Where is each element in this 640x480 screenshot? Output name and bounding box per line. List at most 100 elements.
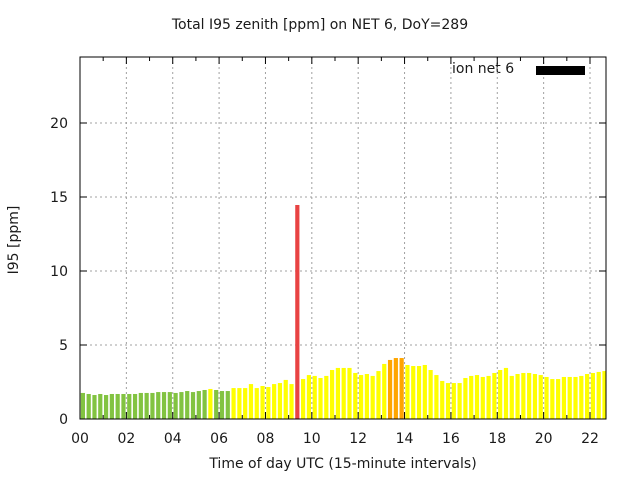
bar xyxy=(561,376,567,419)
bar xyxy=(387,359,393,419)
x-tick-label: 22 xyxy=(581,431,599,447)
bar xyxy=(527,372,532,419)
y-tick-label: 0 xyxy=(59,412,68,428)
bar xyxy=(376,371,381,419)
bar xyxy=(272,384,277,419)
x-ticks: 00 02 04 06 08 10 12 14 16 18 20 22 xyxy=(71,57,599,447)
bar xyxy=(243,388,248,419)
x-tick-label: 14 xyxy=(396,431,414,447)
bar xyxy=(457,383,462,419)
bar xyxy=(567,376,572,419)
bar xyxy=(347,367,352,419)
bar xyxy=(214,389,219,419)
bar xyxy=(550,379,555,419)
bar xyxy=(399,358,404,419)
bars xyxy=(80,204,606,419)
y-tick-label: 20 xyxy=(50,116,68,132)
bar xyxy=(167,392,172,419)
x-tick-label: 04 xyxy=(164,431,182,447)
bar xyxy=(324,375,329,419)
bar xyxy=(115,393,120,419)
bar xyxy=(330,370,335,419)
axes xyxy=(79,56,607,420)
bar xyxy=(179,392,184,419)
bar xyxy=(161,392,167,419)
bar xyxy=(266,387,271,419)
bar xyxy=(208,388,213,419)
bar xyxy=(498,370,503,419)
bar xyxy=(445,383,451,419)
bar xyxy=(103,395,109,419)
x-tick-label: 18 xyxy=(488,431,506,447)
bar xyxy=(544,376,549,419)
bar xyxy=(132,393,138,419)
bar xyxy=(515,374,520,419)
bar xyxy=(341,367,346,419)
bar xyxy=(521,372,526,419)
bar xyxy=(98,393,103,419)
bar xyxy=(150,392,155,419)
x-tick-label: 12 xyxy=(349,431,367,447)
bar xyxy=(405,364,410,419)
bar xyxy=(196,391,201,419)
plot-frame xyxy=(79,56,607,420)
x-tick-label: 20 xyxy=(535,431,553,447)
chart-title: Total I95 zenith [ppm] on NET 6, DoY=289 xyxy=(171,17,469,33)
bar xyxy=(556,379,561,419)
bar xyxy=(358,375,364,419)
bar xyxy=(156,392,161,419)
bar xyxy=(173,392,178,419)
bar xyxy=(602,371,606,419)
bar xyxy=(144,392,149,419)
bar xyxy=(231,388,236,419)
bar xyxy=(451,383,456,419)
bar xyxy=(422,364,427,419)
bar xyxy=(428,370,433,419)
x-axis-label: Time of day UTC (15-minute intervals) xyxy=(209,456,477,472)
bar xyxy=(370,375,375,419)
bar xyxy=(503,367,509,419)
bar xyxy=(202,389,207,419)
bar xyxy=(573,376,578,419)
bar xyxy=(590,372,595,419)
bar xyxy=(434,375,439,419)
bar xyxy=(237,388,242,419)
legend-swatch xyxy=(536,66,585,75)
y-tick-label: 5 xyxy=(59,338,68,354)
bar xyxy=(509,375,514,419)
bar xyxy=(283,379,288,419)
x-tick-label: 02 xyxy=(117,431,135,447)
bar xyxy=(393,358,398,419)
bar xyxy=(225,391,230,419)
bar xyxy=(109,393,114,419)
legend xyxy=(536,66,585,75)
bar xyxy=(312,375,317,419)
bar xyxy=(306,375,312,419)
bar xyxy=(480,376,485,419)
bar xyxy=(463,378,468,419)
bar xyxy=(80,392,85,419)
bar xyxy=(277,383,283,419)
grid-lines xyxy=(80,57,606,419)
bar xyxy=(92,395,97,419)
bar xyxy=(248,384,254,419)
bar xyxy=(411,366,416,419)
bar xyxy=(585,374,590,419)
bar xyxy=(138,392,143,419)
bar xyxy=(538,375,543,419)
bar xyxy=(185,391,190,419)
bar xyxy=(469,375,474,419)
x-tick-label: 06 xyxy=(210,431,228,447)
bar xyxy=(219,391,225,419)
bar xyxy=(121,393,126,419)
bar xyxy=(301,379,306,419)
x-tick-label: 08 xyxy=(257,431,275,447)
bar xyxy=(289,384,294,419)
legend-label: ion net 6 xyxy=(452,61,515,77)
x-tick-label: 10 xyxy=(303,431,321,447)
bar xyxy=(596,371,601,419)
y-tick-label: 10 xyxy=(50,264,68,280)
bar xyxy=(486,375,491,419)
bar xyxy=(335,367,340,419)
